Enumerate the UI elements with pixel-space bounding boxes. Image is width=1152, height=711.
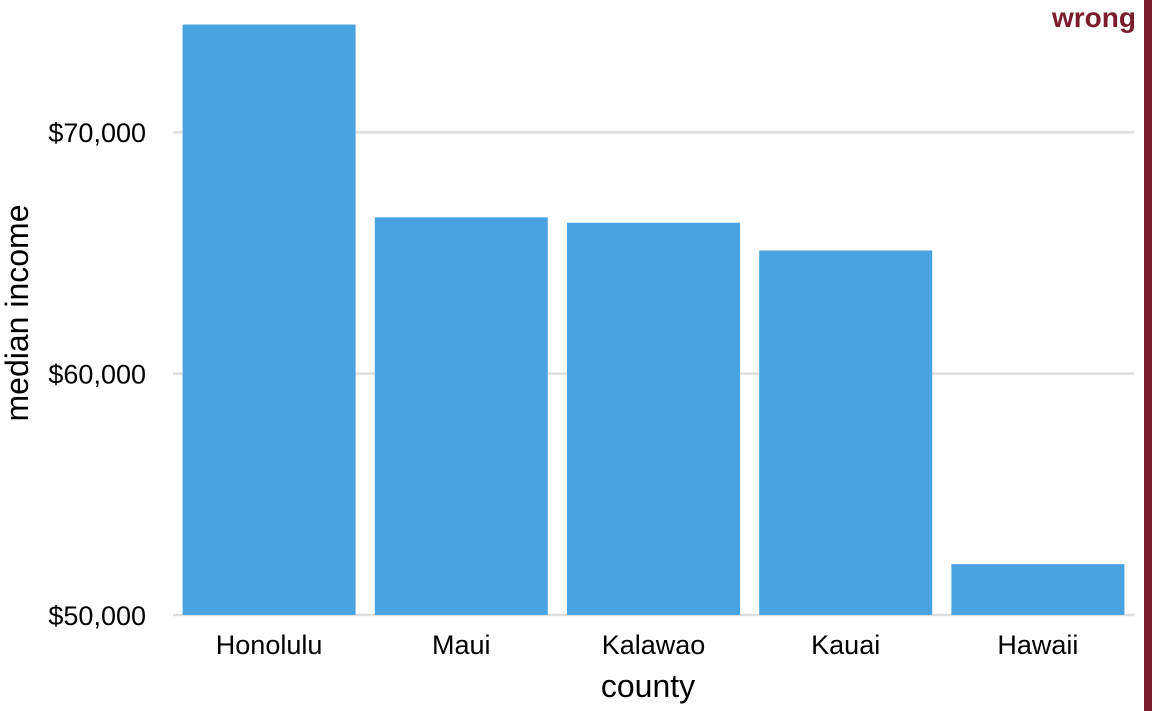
wrong-stamp-label: wrong [1051,2,1136,33]
bar-kalawao [567,222,740,615]
y-tick-label: $60,000 [48,360,146,390]
bar-kauai [759,250,933,615]
y-axis-title: median income [0,205,35,422]
bar-hawaii [951,564,1125,615]
x-axis-title: county [601,668,695,704]
bars [182,24,1125,616]
y-tick-label: $70,000 [48,118,146,148]
x-tick-label: Kauai [811,630,880,660]
x-tick-label: Hawaii [997,630,1078,660]
y-tick-label: $50,000 [48,601,146,631]
x-tick-label: Kalawao [602,630,706,660]
bar-honolulu [182,24,356,616]
x-tick-label: Maui [432,630,491,660]
wrong-stamp-bar [1144,0,1152,711]
x-axis-ticks: Honolulu Maui Kalawao Kauai Hawaii [216,630,1079,660]
x-tick-label: Honolulu [216,630,323,660]
y-axis-ticks: $50,000 $60,000 $70,000 [48,118,146,631]
bar-maui [374,217,548,616]
